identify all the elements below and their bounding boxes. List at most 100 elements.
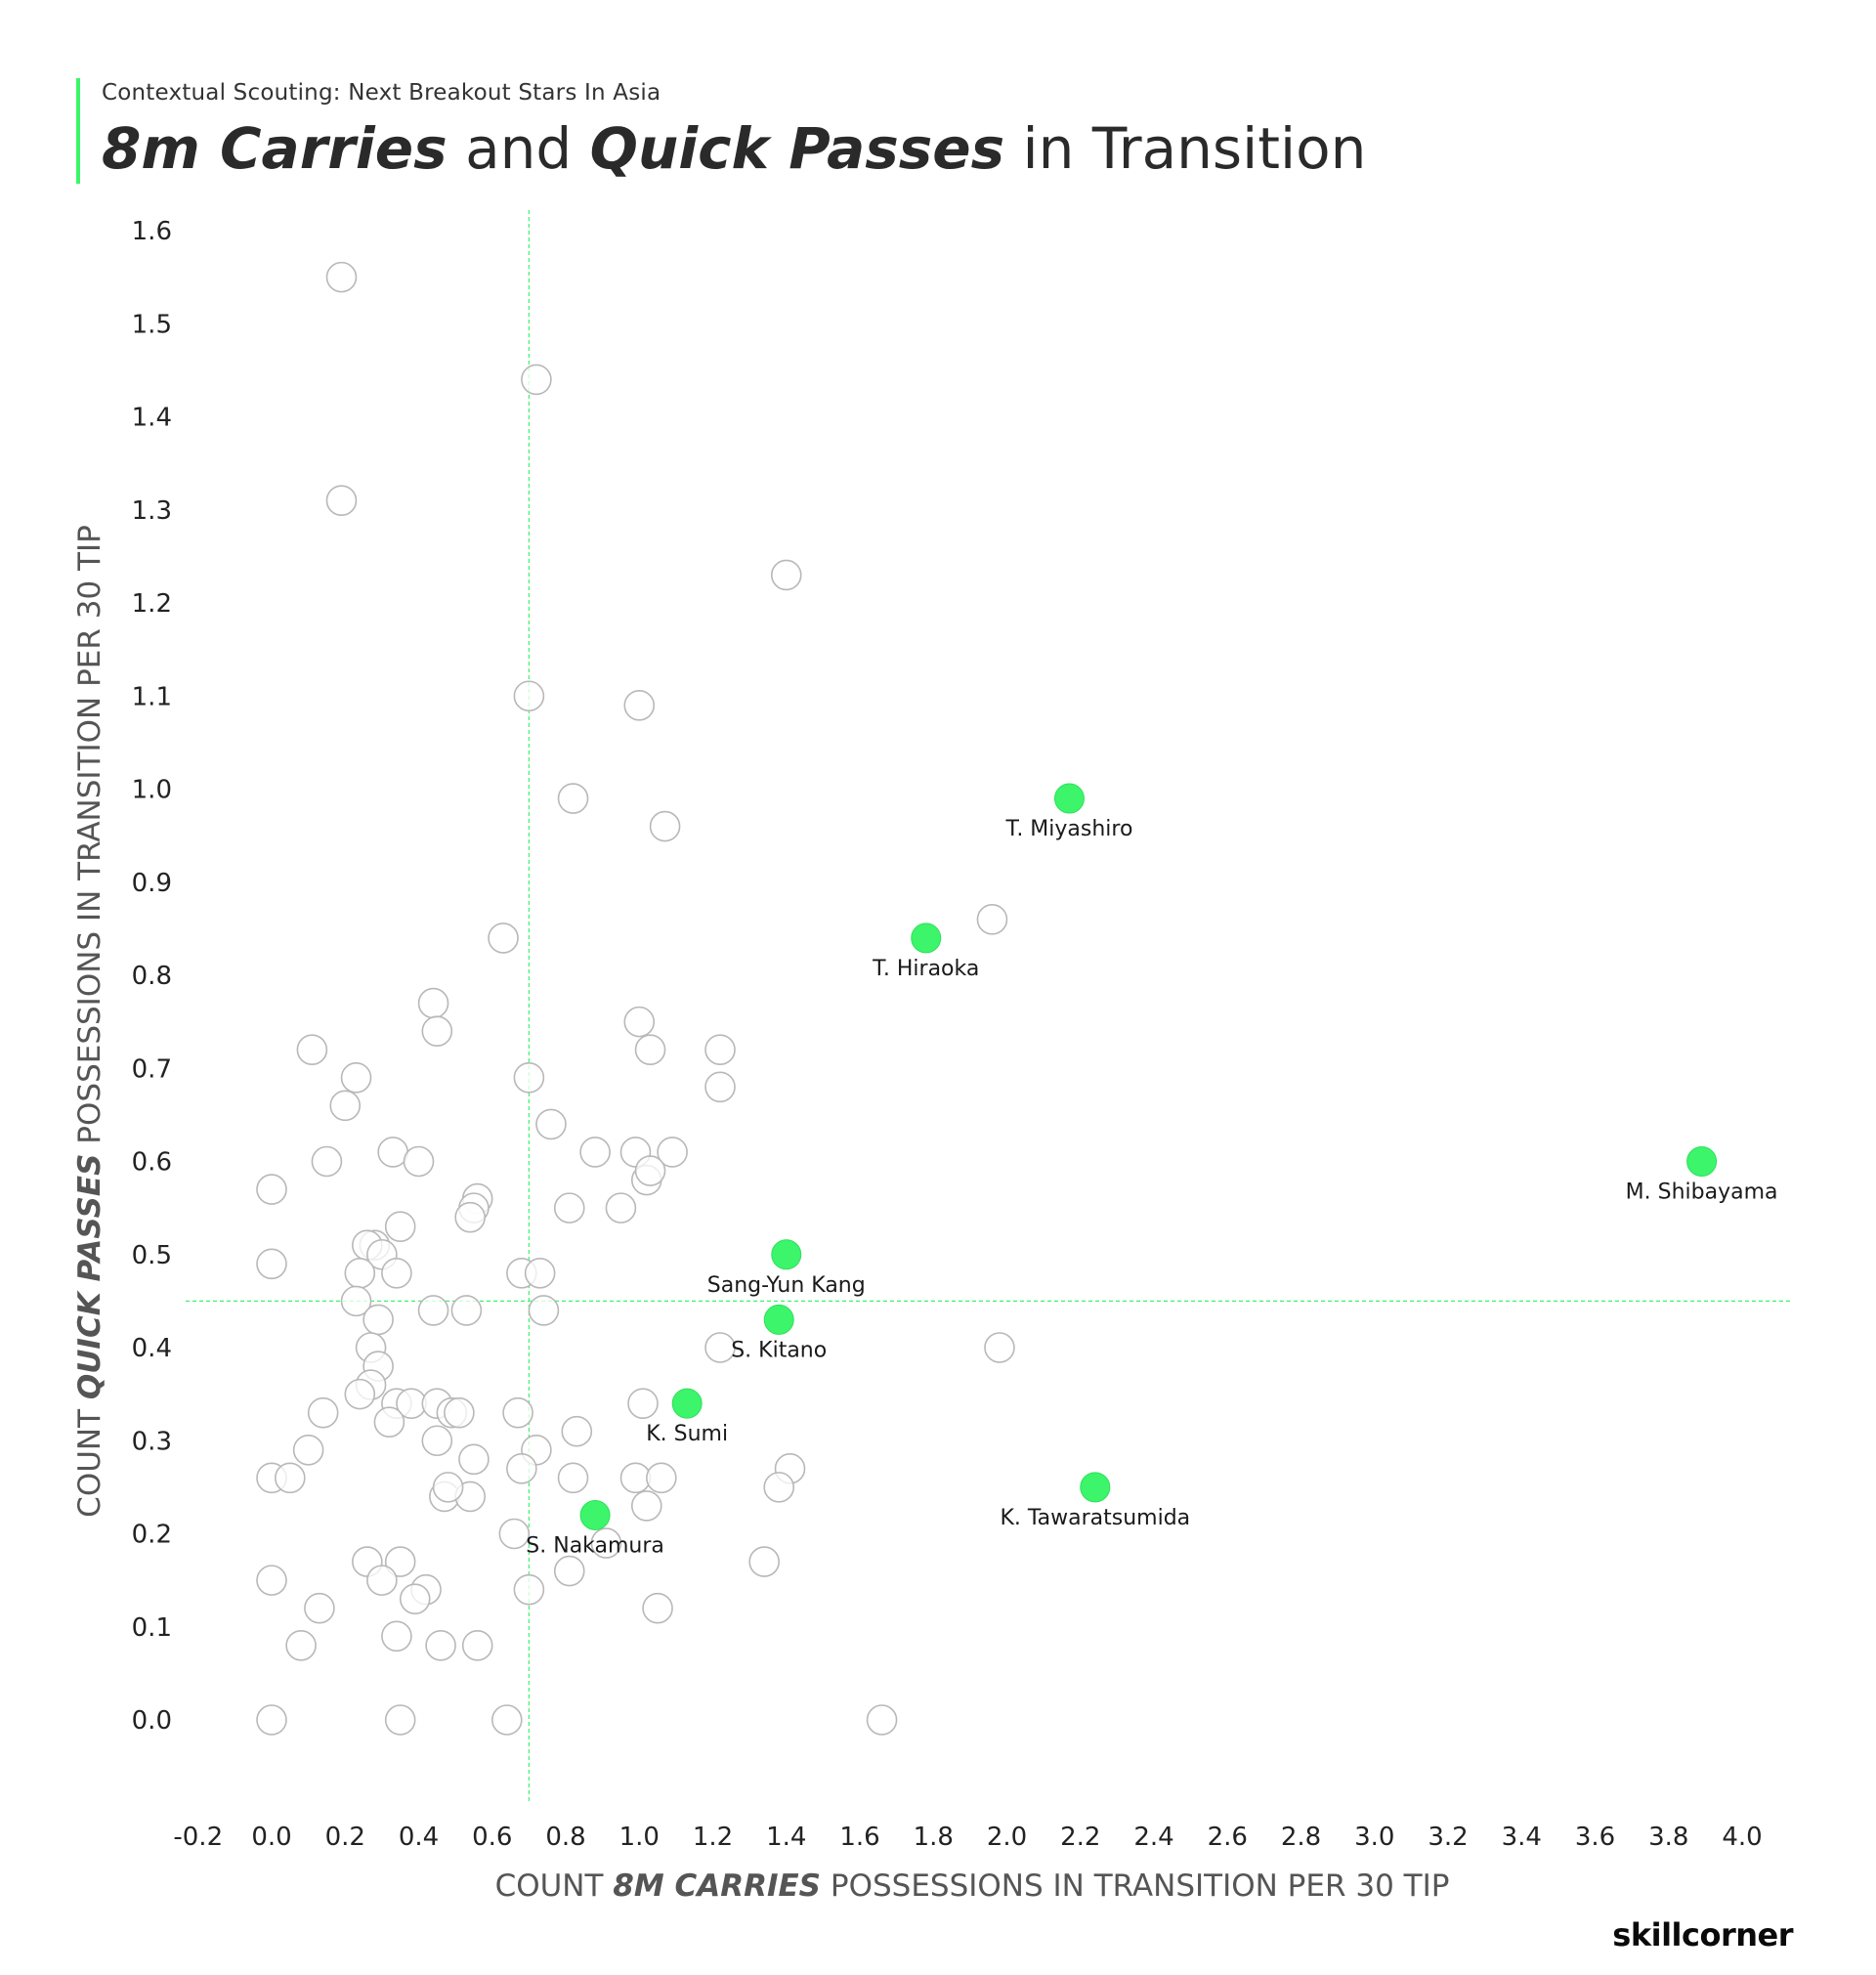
data-point [381, 1258, 412, 1289]
data-point [461, 1630, 493, 1661]
data-point [425, 1630, 456, 1661]
data-point [275, 1462, 306, 1494]
data-point [634, 1034, 666, 1065]
data-point [590, 1527, 622, 1559]
title-connector: and [447, 115, 590, 182]
data-point [579, 1137, 611, 1168]
data-point [866, 1704, 898, 1736]
y-tick-label: 1.6 [132, 217, 172, 246]
y-tick-label: 0.7 [132, 1054, 172, 1084]
data-point [311, 1145, 343, 1178]
x-axis-label-emphasis: 8M CARRIES [613, 1868, 821, 1904]
data-point [403, 1145, 435, 1178]
y-tick-label: 0.4 [132, 1334, 172, 1363]
highlighted-players: T. Miyashiro T. Hiraoka M. Shibayama Sang-Y… [526, 783, 1778, 1558]
data-point [325, 485, 358, 517]
data-point [490, 1704, 523, 1736]
data-point [623, 689, 656, 721]
data-point [748, 1546, 780, 1577]
x-tick-label: 0.8 [545, 1823, 585, 1852]
data-point [634, 1155, 666, 1186]
data-point [325, 261, 358, 293]
y-tick-label: 0.2 [132, 1521, 172, 1550]
y-tick-label: 1.1 [132, 682, 172, 711]
data-point [976, 904, 1008, 935]
y-tick-label: 1.4 [132, 404, 172, 433]
data-point [304, 1592, 335, 1624]
x-tick-label: 1.8 [914, 1823, 954, 1852]
x-tick-label: 3.2 [1428, 1823, 1468, 1852]
x-axis-label-suffix: POSSESSIONS IN TRANSITION PER 30 TIP [821, 1868, 1449, 1904]
chart-title: 8m Carries and Quick Passes in Transitio… [102, 113, 1366, 184]
x-tick-label: 0.6 [472, 1823, 512, 1852]
x-tick-label: 3.6 [1575, 1823, 1615, 1852]
data-point [984, 1332, 1015, 1363]
y-tick-label: 1.2 [132, 589, 172, 619]
skillcorner-logo: SKILLCORNER [1612, 1916, 1793, 1954]
data-point [384, 1211, 416, 1242]
data-point [646, 1462, 677, 1494]
data-point [444, 1396, 475, 1429]
other-players [256, 261, 1015, 1736]
data-point [557, 783, 589, 814]
data-point [561, 1415, 593, 1447]
data-point [292, 1434, 324, 1466]
y-tick-label: 0.9 [132, 869, 172, 898]
x-tick-label: 1.2 [693, 1823, 733, 1852]
chart-supertitle: Contextual Scouting: Next Breakout Stars… [102, 80, 661, 106]
data-point [344, 1378, 376, 1410]
data-point [642, 1592, 673, 1624]
data-point [521, 364, 552, 396]
highlighted-point [1053, 783, 1085, 814]
player-label: Sang-Yun Kang [707, 1273, 866, 1298]
data-point [454, 1201, 486, 1233]
data-point [344, 1258, 376, 1289]
player-label: T. Hiraoka [872, 957, 979, 981]
data-point [649, 810, 681, 842]
data-point [619, 1462, 652, 1494]
y-tick-label: 0.8 [132, 962, 172, 991]
data-point [498, 1518, 531, 1550]
data-point [399, 1583, 431, 1614]
highlighted-point [1080, 1472, 1111, 1503]
y-axis-label-prefix: COUNT [72, 1399, 107, 1518]
data-point [657, 1137, 688, 1168]
data-point [704, 1332, 736, 1363]
data-point [704, 1071, 736, 1103]
x-tick-label: 2.0 [987, 1823, 1027, 1852]
data-point [384, 1704, 416, 1736]
data-point [513, 680, 545, 712]
data-point [513, 1061, 545, 1094]
data-point [432, 1472, 464, 1503]
data-point [557, 1462, 589, 1494]
player-label: K. Sumi [646, 1422, 728, 1446]
data-point [535, 1108, 567, 1140]
data-point [630, 1490, 662, 1522]
data-point [770, 559, 802, 591]
x-tick-label: 1.4 [766, 1823, 806, 1852]
x-tick-label: 4.0 [1722, 1823, 1762, 1852]
data-point [340, 1061, 372, 1094]
data-point [417, 1295, 449, 1326]
data-point [366, 1565, 398, 1596]
title-emphasis-carries: 8m Carries [102, 115, 448, 182]
x-tick-label: 2.8 [1281, 1823, 1321, 1852]
x-tick-label: 3.4 [1502, 1823, 1542, 1852]
highlighted-point [911, 923, 942, 954]
player-label: T. Miyashiro [1004, 817, 1132, 841]
data-point [384, 1546, 416, 1577]
data-point [528, 1295, 560, 1326]
y-axis-label-suffix: POSSESSIONS IN TRANSITION PER 30 TIP [72, 525, 107, 1153]
data-point [524, 1258, 556, 1289]
player-label: S. Kitano [731, 1338, 827, 1362]
data-point [704, 1034, 736, 1065]
data-point [340, 1285, 372, 1317]
data-point [373, 1406, 405, 1438]
x-axis-label-prefix: COUNT [495, 1868, 614, 1904]
data-point [513, 1573, 545, 1606]
data-point [256, 1565, 287, 1596]
data-point [296, 1034, 328, 1065]
x-tick-label: 0.4 [399, 1823, 439, 1852]
data-point [627, 1388, 659, 1419]
data-point [307, 1396, 339, 1429]
